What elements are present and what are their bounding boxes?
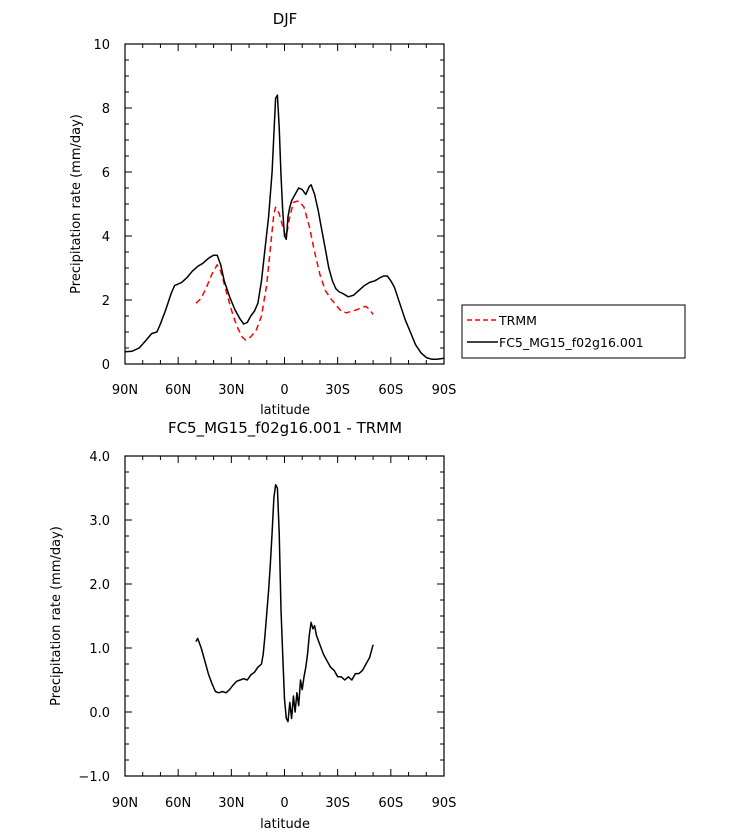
y-tick-label: 0 [102,358,110,373]
y-tick-label: 0.0 [89,706,110,721]
x-tick-label: 30N [218,796,244,811]
series-layer [195,484,374,723]
y-axis-label: Precipitation rate (mm/day) [49,526,64,706]
x-tick-label: 0 [280,796,288,811]
series-line-fc5 [124,94,445,360]
tick-marks [124,455,445,777]
plot-frame [124,455,445,777]
series-line-trmm [195,200,374,341]
y-tick-label: 4.0 [89,450,110,465]
y-tick-label: 10 [93,38,110,53]
legend-label-fc5: FC5_MG15_f02g16.001 [499,335,644,350]
x-tick-label: 60N [165,383,191,398]
y-tick-label: −1.0 [78,770,110,785]
series-layer [124,94,445,360]
legend: TRMM FC5_MG15_f02g16.001 [461,304,686,359]
y-tick-label: 4 [102,230,110,245]
panel-difference: FC5_MG15_f02g16.001 - TRMM 90N 60N 30N 0 30S… [49,419,456,832]
x-tick-labels: 90N 60N 30N 0 30S 60S 90S [112,383,457,398]
legend-label-trmm: TRMM [498,313,537,328]
legend-box [461,304,686,359]
x-tick-label: 30S [325,383,350,398]
y-tick-label: 1.0 [89,642,110,657]
y-tick-label: 6 [102,166,110,181]
y-tick-label: 3.0 [89,514,110,529]
y-tick-label: 2 [102,294,110,309]
x-tick-label: 0 [280,383,288,398]
x-axis-label: latitude [260,817,310,832]
chart-title: DJF [273,10,298,28]
y-axis-label: Precipitation rate (mm/day) [69,114,84,294]
tick-marks [124,43,445,365]
x-tick-label: 60N [165,796,191,811]
x-axis-label: latitude [260,403,310,418]
x-tick-label: 90S [432,796,457,811]
y-tick-label: 8 [102,102,110,117]
y-tick-labels: 0 2 4 6 8 10 [93,38,110,373]
panel-djf: DJF 90N 60N 30N 0 30S 60S 90S 0 2 4 6 8 10 latitude… [69,10,686,418]
y-tick-labels: −1.0 0.0 1.0 2.0 3.0 4.0 [78,450,110,785]
y-tick-label: 2.0 [89,578,110,593]
series-line-difference [195,484,374,723]
x-tick-label: 90S [432,383,457,398]
plot-frame [124,43,445,365]
x-tick-label: 30N [218,383,244,398]
x-tick-label: 90N [112,383,138,398]
x-tick-label: 30S [325,796,350,811]
chart-title: FC5_MG15_f02g16.001 - TRMM [168,419,402,438]
x-tick-labels: 90N 60N 30N 0 30S 60S 90S [112,796,457,811]
x-tick-label: 60S [378,383,403,398]
x-tick-label: 90N [112,796,138,811]
x-tick-label: 60S [378,796,403,811]
